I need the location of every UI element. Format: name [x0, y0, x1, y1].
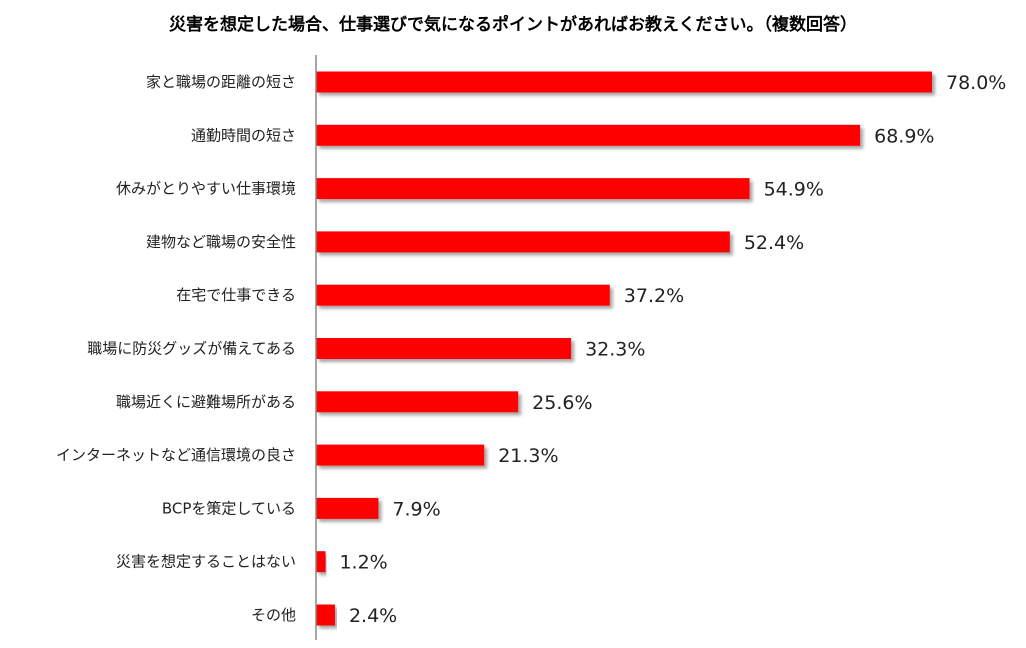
value-label-9: 7.9%: [392, 498, 440, 520]
labels-layer: 家と職場の距離の短さ 78.0% 通勤時間の短さ 68.9% 休みがとりやすい仕事環境 5…: [56, 72, 1006, 627]
bar-3: [316, 178, 750, 200]
bar-11: [316, 604, 335, 626]
value-label-1: 78.0%: [946, 72, 1006, 94]
value-label-2: 68.9%: [874, 125, 934, 147]
value-label-8: 21.3%: [498, 445, 558, 467]
category-label-11: その他: [251, 606, 296, 624]
value-label-7: 25.6%: [532, 392, 592, 414]
value-label-11: 2.4%: [349, 605, 397, 627]
bar-5: [316, 284, 610, 306]
value-label-10: 1.2%: [339, 552, 387, 574]
category-label-10: 災害を想定することはない: [116, 553, 296, 571]
category-label-3: 休みがとりやすい仕事環境: [116, 180, 296, 198]
category-label-2: 通勤時間の短さ: [191, 126, 296, 144]
value-label-3: 54.9%: [764, 179, 824, 201]
chart-title: 災害を想定した場合、仕事選びで気になるポイントがあればお教えください。（複数回答…: [169, 15, 857, 35]
category-label-5: 在宅で仕事できる: [176, 286, 296, 304]
bar-9: [316, 497, 379, 519]
category-label-6: 職場に防災グッズが備えてある: [87, 340, 296, 358]
category-label-1: 家と職場の距離の短さ: [146, 73, 296, 91]
value-label-5: 37.2%: [624, 285, 684, 307]
bars-layer: [316, 71, 932, 626]
bar-4: [316, 231, 730, 253]
bar-6: [316, 338, 572, 359]
bar-8: [316, 444, 485, 466]
category-label-9: BCPを策定している: [162, 499, 296, 517]
bar-7: [316, 391, 519, 413]
bar-2: [316, 124, 861, 146]
value-label-6: 32.3%: [585, 339, 645, 361]
bar-10: [316, 551, 326, 573]
category-label-8: インターネットなど通信環境の良さ: [56, 446, 296, 464]
value-label-4: 52.4%: [744, 232, 804, 254]
category-label-4: 建物など職場の安全性: [146, 233, 296, 251]
category-label-7: 職場近くに避難場所がある: [116, 393, 296, 411]
bar-1: [316, 71, 932, 93]
